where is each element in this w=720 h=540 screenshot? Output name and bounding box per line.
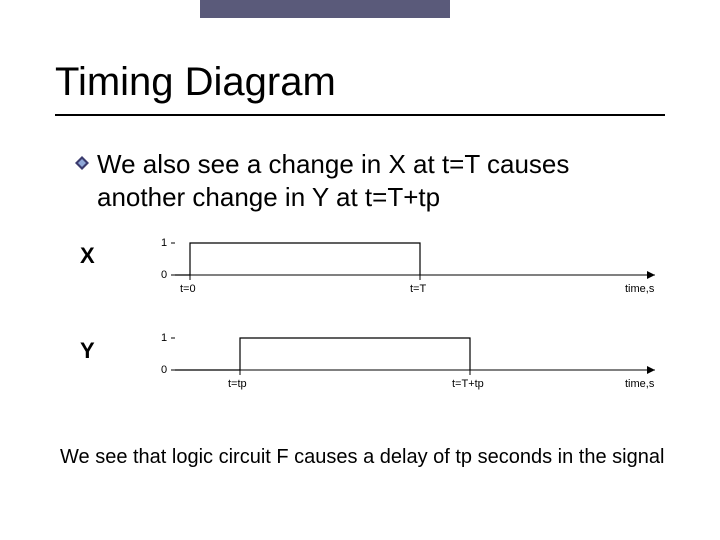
y-tick-1: t=tp — [228, 378, 247, 390]
x-axis-label: time,s — [625, 283, 654, 295]
title-underline — [55, 114, 665, 116]
timing-diagram: X Y 1 0 t=0 t=T time,s 1 0 t=tp t=T+tp t… — [55, 225, 680, 425]
timing-svg — [55, 225, 680, 425]
y-axis-label: time,s — [625, 378, 654, 390]
footer-text: We see that logic circuit F causes a del… — [60, 445, 664, 469]
y-tick-2: t=T+tp — [452, 378, 484, 390]
x-tick-1: t=0 — [180, 283, 196, 295]
y-level-high: 1 — [161, 332, 167, 344]
x-tick-2: t=T — [410, 283, 426, 295]
diamond-bullet-icon — [75, 156, 89, 170]
page-title: Timing Diagram — [55, 60, 336, 105]
bullet-item: We also see a change in X at t=T causes … — [75, 148, 657, 213]
x-level-low: 0 — [161, 269, 167, 281]
bullet-text: We also see a change in X at t=T causes … — [97, 148, 657, 213]
top-accent-bar — [200, 0, 450, 18]
x-level-high: 1 — [161, 237, 167, 249]
y-level-low: 0 — [161, 364, 167, 376]
